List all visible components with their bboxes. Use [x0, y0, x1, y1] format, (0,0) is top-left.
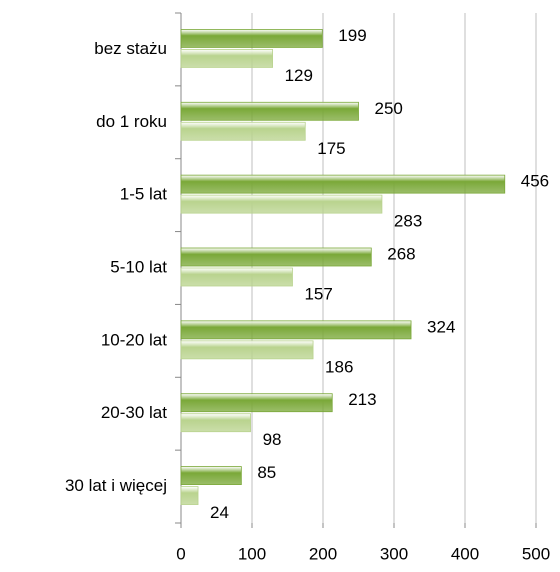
value-label: 98 — [263, 430, 282, 449]
y-tick-label: 10-20 lat — [101, 330, 167, 349]
bar — [180, 194, 383, 214]
value-label: 213 — [348, 390, 376, 409]
bar — [180, 29, 323, 48]
value-label: 175 — [317, 139, 345, 158]
value-label: 129 — [285, 66, 313, 85]
x-tick-label: 0 — [176, 544, 185, 563]
value-label: 157 — [304, 284, 332, 303]
value-label: 250 — [375, 99, 403, 118]
y-tick-label: bez stażu — [94, 39, 167, 58]
x-tick-label: 200 — [309, 544, 337, 563]
y-tick-label: 20-30 lat — [101, 403, 167, 422]
bar — [180, 320, 412, 340]
bar — [180, 413, 251, 433]
y-tick-label: 5-10 lat — [110, 257, 167, 276]
value-label: 24 — [210, 503, 229, 522]
bar — [180, 393, 333, 413]
value-label: 283 — [394, 212, 422, 231]
x-tick-label: 100 — [238, 544, 266, 563]
bar — [180, 247, 372, 267]
value-label: 268 — [387, 244, 415, 263]
y-tick-label: 30 lat i więcej — [65, 476, 167, 495]
bar — [180, 340, 314, 360]
bar — [180, 466, 242, 485]
value-label: 456 — [521, 172, 549, 191]
value-label: 186 — [325, 357, 353, 376]
bar — [180, 101, 359, 121]
x-tick-label: 400 — [451, 544, 479, 563]
value-label: 199 — [338, 26, 366, 45]
x-tick-label: 500 — [522, 544, 550, 563]
bar — [180, 49, 273, 68]
value-label: 85 — [257, 463, 276, 482]
x-tick-label: 300 — [380, 544, 408, 563]
bar — [180, 267, 293, 287]
bar — [180, 486, 199, 505]
value-label: 324 — [427, 317, 455, 336]
y-tick-label: 1-5 lat — [120, 185, 168, 204]
bar — [180, 174, 506, 194]
bar — [180, 121, 306, 141]
y-tick-label: do 1 roku — [96, 112, 167, 131]
